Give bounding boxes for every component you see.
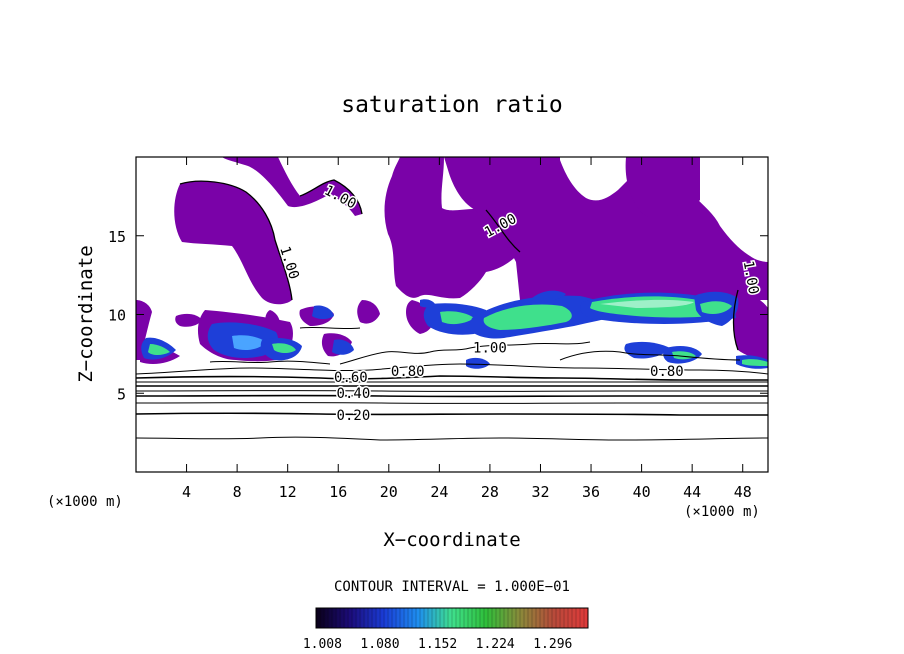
- colorbar: 1.008 1.080 1.152 1.224 1.296: [303, 607, 589, 652]
- contour-line-0.8: [136, 375, 768, 381]
- colorbar-tick-label: 1.224: [476, 637, 515, 652]
- x-unit-label-right: (×1000 m): [684, 504, 760, 520]
- x-axis-ticks: 4 8 12 16 20 24 28 32 36 40 44 48: [182, 157, 752, 501]
- x-tick-label: 20: [380, 483, 398, 501]
- x-tick-label: 8: [233, 483, 242, 501]
- colorbar-stripes: [319, 608, 585, 628]
- contour-line-0.5: [136, 390, 768, 392]
- saturation-boundary: [179, 179, 739, 351]
- x-tick-label: 4: [182, 483, 191, 501]
- y-tick-label: 5: [117, 385, 126, 403]
- contour-label: 0.60: [334, 370, 368, 386]
- colorbar-tick-label: 1.152: [418, 637, 457, 652]
- x-tick-label: 16: [329, 483, 347, 501]
- colorbar-frame: [315, 607, 589, 629]
- x-tick-label: 12: [279, 483, 297, 501]
- contour-line-0.3: [136, 402, 768, 404]
- colorbar-tick-label: 1.008: [303, 637, 342, 652]
- x-tick-label: 40: [633, 483, 651, 501]
- chart-title: saturation ratio: [341, 92, 563, 118]
- contour-label: 0.80: [650, 364, 684, 380]
- y-axis-ticks: 5 10 15: [108, 228, 768, 403]
- contour-line-0.1: [136, 436, 768, 441]
- colorbar-tick-label: 1.080: [360, 637, 399, 652]
- y-axis-label: Z−coordinate: [75, 245, 97, 382]
- contour-label: 1.00: [473, 340, 507, 356]
- y-tick-label: 10: [108, 307, 126, 325]
- contour-lines: [136, 326, 768, 441]
- x-axis-label: X−coordinate: [383, 529, 520, 551]
- x-tick-label: 32: [531, 483, 549, 501]
- x-unit-label-left: (×1000 m): [47, 494, 123, 510]
- supersaturation-blobs: [141, 290, 768, 369]
- contour-label: 0.40: [337, 386, 371, 402]
- contour-label: 0.80: [391, 364, 425, 380]
- x-tick-label: 28: [481, 483, 499, 501]
- plot-content: [136, 157, 768, 441]
- colorbar-tick-label: 1.296: [533, 637, 572, 652]
- contour-label: 0.20: [337, 408, 371, 424]
- x-tick-label: 36: [582, 483, 600, 501]
- contour-interval-note: CONTOUR INTERVAL = 1.000E−01: [334, 579, 570, 595]
- colorbar-tick-labels: 1.008 1.080 1.152 1.224 1.296: [303, 637, 573, 652]
- x-tick-label: 48: [734, 483, 752, 501]
- y-tick-label: 15: [108, 228, 126, 246]
- contour-line-0.2: [136, 412, 768, 416]
- x-tick-label: 24: [430, 483, 448, 501]
- x-tick-label: 44: [683, 483, 701, 501]
- contour-line-0.4: [136, 394, 768, 398]
- contour-line-0.9: [136, 363, 768, 375]
